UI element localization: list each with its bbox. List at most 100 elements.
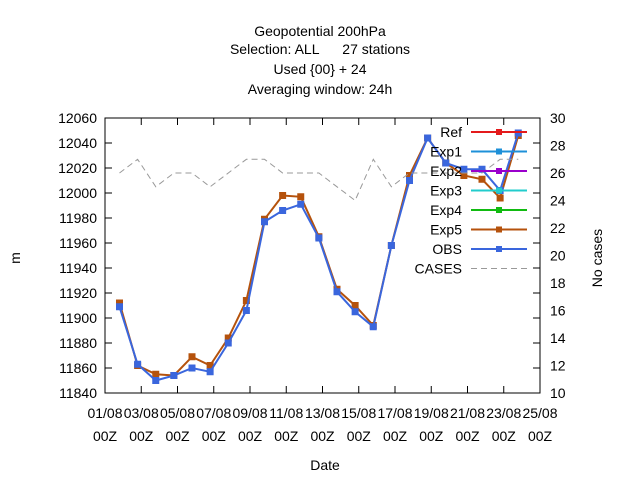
legend-item-obs: OBS [432,241,527,257]
legend-item-exp1: Exp1 [430,144,527,160]
legend-label-obs: OBS [432,241,462,257]
x-tick-label: 01/08 [87,405,122,421]
y2-tick-label: 22 [550,220,566,236]
x-tick-label-hour: 00Z [492,428,517,444]
x-tick-label-hour: 00Z [165,428,190,444]
y-tick-label: 11940 [59,260,97,276]
series-line-cases [119,158,519,202]
legend-item-cases: CASES [415,261,527,277]
y2-axis-label: No cases [589,229,605,287]
y2-tick-label: 10 [550,385,566,401]
y2-tick-label: 28 [550,138,566,154]
series-point-obs [279,207,287,214]
legend-label-exp3: Exp3 [430,183,462,199]
x-tick-label-hour: 00Z [310,428,335,444]
x-tick-label-hour: 00Z [528,428,553,444]
legend-item-exp4: Exp4 [430,202,527,218]
legend-marker-exp1 [496,148,502,155]
legend-marker-exp5 [496,226,502,233]
title-line-3: Used {00} + 24 [273,61,366,77]
series-point-obs [387,242,395,249]
title-line-2: Selection: ALL 27 stations [230,41,410,57]
series-point-obs [134,360,142,368]
legend-item-exp3: Exp3 [430,183,527,199]
y-tick-label: 12060 [58,110,97,126]
y-tick-label: 11840 [59,385,97,401]
legend-marker-exp2 [496,168,502,174]
x-tick-label-hour: 00Z [455,428,480,444]
series-point-obs [188,364,196,372]
series-point-exp5 [297,193,305,201]
y2-tick-label: 14 [550,330,566,346]
y2-tick-label: 20 [550,248,566,264]
legend-marker-exp3 [496,187,502,194]
title-line-4: Averaging window: 24h [248,81,393,97]
y-tick-label: 11980 [59,210,97,226]
series-point-obs [152,377,160,384]
series-layer [116,129,522,384]
series-point-obs [206,368,214,376]
series-point-obs [333,288,341,296]
series-obs [116,129,522,384]
series-point-obs [424,134,432,142]
series-point-exp5 [188,353,196,361]
series-point-obs [442,159,450,167]
x-tick-label: 15/08 [341,405,376,421]
series-point-obs [170,372,178,379]
x-axis-label: Date [310,457,340,473]
x-tick-label-hour: 00Z [129,428,154,444]
legend-label-ref: Ref [440,124,462,140]
y2-tick-label: 30 [550,110,566,126]
title-line-1: Geopotential 200hPa [254,23,386,39]
series-point-exp5 [478,175,486,183]
x-tick-label: 13/08 [305,405,340,421]
y-tick-label: 11880 [59,335,97,351]
y2-tick-label: 16 [550,303,566,319]
series-point-exp5 [496,194,504,202]
legend-label-exp1: Exp1 [430,144,462,160]
y-tick-label: 11900 [59,310,97,326]
series-point-obs [242,307,250,314]
x-tick-label-hour: 00Z [202,428,227,444]
series-point-obs [315,234,323,242]
legend-marker-exp4 [496,207,502,213]
plot-frame [104,117,541,394]
x-tick-label: 21/08 [450,405,485,421]
y-tick-label: 12040 [58,135,97,151]
x-tick-label-hour: 00Z [238,428,263,444]
series-point-obs [297,200,305,208]
x-tick-label-hour: 00Z [347,428,372,444]
chart-title: Geopotential 200hPa Selection: ALL 27 st… [230,23,410,97]
y-tick-label: 12020 [58,160,97,176]
x-tick-label: 25/08 [522,405,557,421]
legend-label-exp4: Exp4 [430,202,462,218]
legend-item-ref: Ref [440,124,527,140]
y2-tick-label: 26 [550,165,566,181]
legend-marker-ref [496,129,502,135]
x-tick-label-hour: 00Z [383,428,408,444]
x-tick-label: 09/08 [232,405,267,421]
y2-tick-label: 24 [550,193,566,209]
y-axis-label: m [7,252,23,264]
legend-marker-obs [496,246,502,252]
series-point-obs [351,308,359,316]
axes: 11840 11860 11880 11900 11920 11940 11960 11980… [58,110,566,444]
series-point-exp5 [351,302,359,309]
y2-tick-label: 12 [550,358,566,374]
series-point-obs [460,165,468,173]
x-tick-label: 07/08 [196,405,231,421]
y-tick-label: 11960 [59,235,97,251]
legend-label-exp5: Exp5 [430,222,462,238]
x-tick-label: 03/08 [124,405,159,421]
series-point-obs [478,165,486,173]
x-tick-label: 11/08 [269,405,303,421]
x-tick-label-hour: 00Z [419,428,444,444]
series-point-obs [224,339,232,347]
legend-label-cases: CASES [415,261,462,277]
x-tick-label: 05/08 [160,405,195,421]
y-tick-label: 11920 [59,285,97,301]
series-point-obs [369,323,377,331]
series-cases [119,158,519,202]
x-tick-label: 19/08 [414,405,449,421]
